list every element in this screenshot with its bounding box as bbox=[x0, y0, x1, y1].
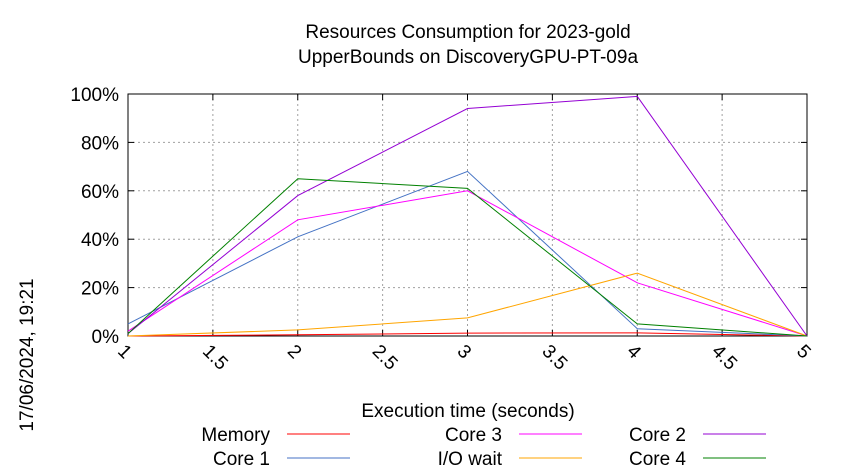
series-lines bbox=[127, 95, 808, 337]
series-line-core-4 bbox=[127, 178, 808, 337]
series-line-memory bbox=[127, 332, 808, 337]
y-tick-label: 80% bbox=[81, 133, 119, 154]
y-tick-label: 40% bbox=[81, 230, 119, 251]
series-line-core-2 bbox=[127, 95, 808, 337]
timestamp: 17/06/2024, 19:21 bbox=[17, 278, 38, 431]
x-tick-label: 3 bbox=[453, 341, 475, 363]
legend-label-i-o-wait: I/O wait bbox=[438, 449, 503, 470]
x-tick-label: 4 bbox=[622, 341, 645, 364]
x-tick-label: 1.5 bbox=[198, 341, 232, 375]
y-tick-label: 60% bbox=[81, 182, 119, 203]
y-ticks: 0% 20% 40% 60% 80% 100% bbox=[70, 85, 119, 348]
x-ticks: 1 1.5 2 2.5 3 3.5 4 4.5 5 bbox=[113, 341, 814, 375]
legend-label-core-4: Core 4 bbox=[629, 449, 686, 470]
y-tick-label: 20% bbox=[81, 279, 119, 300]
x-tick-label: 5 bbox=[792, 341, 814, 363]
series-line-core-3 bbox=[127, 190, 808, 337]
x-tick-label: 2 bbox=[283, 341, 305, 363]
legend-label-core-1: Core 1 bbox=[213, 449, 270, 470]
chart-title: Resources Consumption for 2023-gold bbox=[305, 22, 630, 43]
x-tick-label: 3.5 bbox=[538, 341, 572, 375]
x-tick-label: 2.5 bbox=[368, 341, 402, 375]
plot-frame bbox=[127, 93, 808, 337]
series-line-core-1 bbox=[127, 170, 808, 337]
x-axis-label: Execution time (seconds) bbox=[361, 401, 574, 422]
y-tick-label: 100% bbox=[70, 85, 119, 106]
y-tick-label: 0% bbox=[92, 327, 120, 348]
chart-subtitle: UpperBounds on DiscoveryGPU-PT-09a bbox=[298, 47, 638, 68]
legend-label-core-3: Core 3 bbox=[445, 425, 502, 446]
legend-label-memory: Memory bbox=[201, 425, 270, 446]
series-line-i-o-wait bbox=[127, 272, 808, 337]
legend-label-core-2: Core 2 bbox=[629, 425, 686, 446]
legend: Memory Core 1 Core 3 I/O wait Core 2 Core 4 bbox=[201, 425, 766, 470]
x-tick-label: 4.5 bbox=[707, 341, 741, 375]
grid bbox=[127, 93, 808, 337]
